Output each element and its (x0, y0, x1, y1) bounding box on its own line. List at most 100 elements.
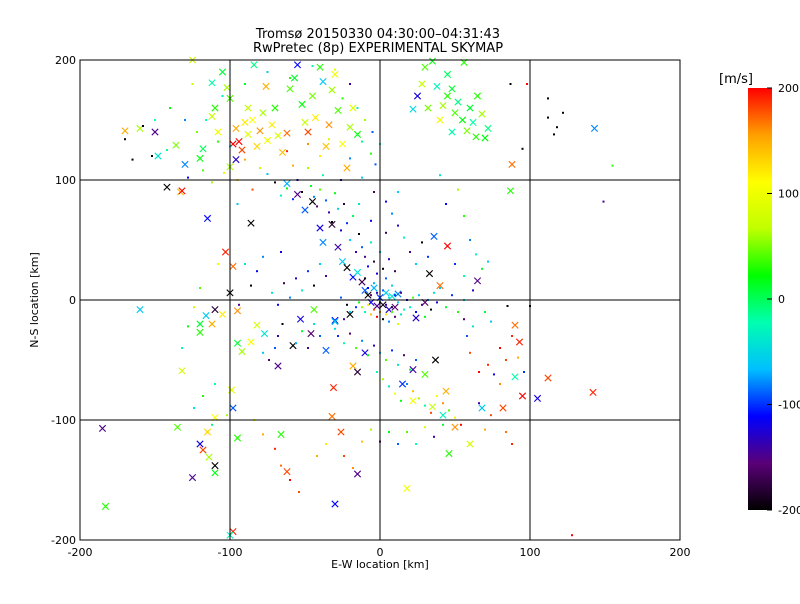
data-point-dot (505, 431, 507, 433)
data-point-cross (136, 306, 144, 314)
data-point-dot (436, 395, 438, 397)
data-point-dot (361, 306, 363, 309)
data-point-dot (307, 347, 309, 349)
data-point-cross (329, 384, 338, 392)
data-point-cross (409, 397, 417, 405)
data-point-cross (353, 268, 362, 276)
data-point-dot (439, 287, 441, 289)
data-point-dot (266, 173, 269, 175)
data-point-cross (283, 129, 291, 137)
data-point-cross (301, 118, 309, 126)
chart-title: Tromsø 20150330 04:30:00–04:31:43 (255, 27, 500, 42)
data-point-dot (202, 169, 204, 172)
data-point-dot (331, 221, 333, 223)
data-point-dot (274, 447, 276, 450)
data-point-dot (151, 155, 153, 157)
data-point-dot (202, 395, 204, 397)
data-point-cross (398, 380, 407, 388)
data-point-dot (403, 236, 405, 239)
data-point-cross (337, 428, 345, 436)
data-point-cross (211, 462, 219, 470)
data-point-cross (413, 92, 422, 100)
data-point-cross (511, 321, 519, 329)
data-point-dot (352, 467, 354, 469)
data-point-dot (214, 383, 216, 385)
data-point-cross (290, 74, 299, 82)
data-point-cross (293, 61, 302, 69)
data-point-cross (203, 428, 212, 436)
data-point-dot (388, 320, 390, 323)
data-point-dot (463, 318, 465, 321)
data-point-dot (244, 158, 246, 161)
data-point-cross (418, 80, 426, 88)
data-point-cross (445, 450, 453, 458)
data-point-cross (268, 121, 276, 129)
data-point-dot (412, 296, 414, 299)
data-point-cross (421, 370, 429, 378)
data-point-dot (322, 174, 324, 177)
data-point-cross (274, 132, 282, 140)
data-point-dot (373, 344, 375, 347)
data-point-cross (286, 85, 294, 93)
data-point-cross (544, 374, 552, 382)
data-point-dot (205, 119, 207, 121)
data-point-dot (415, 359, 417, 361)
data-point-dot (319, 263, 321, 265)
data-point-dot (311, 65, 314, 67)
x-tick-label: -100 (218, 546, 243, 559)
data-point-dot (221, 95, 224, 97)
data-point-cross (338, 258, 347, 266)
data-point-cross (307, 330, 315, 338)
data-point-dot (388, 258, 390, 261)
data-point-dot (451, 294, 453, 297)
data-point-dot (505, 359, 507, 361)
data-point-dot (367, 287, 369, 289)
data-point-dot (403, 354, 405, 357)
data-point-dot (394, 294, 396, 297)
data-point-dot (313, 284, 315, 287)
data-point-dot (358, 233, 360, 235)
y-tick-label: 100 (55, 174, 76, 187)
colorbar-unit-label: [m/s] (719, 72, 753, 87)
data-point-cross (331, 316, 339, 324)
data-point-cross (178, 367, 186, 375)
data-point-dot (187, 176, 189, 179)
data-point-dot (319, 335, 321, 337)
data-point-cross (391, 303, 399, 311)
data-point-dot (286, 187, 288, 190)
data-point-cross (421, 63, 429, 71)
data-point-dot (343, 455, 345, 457)
data-point-cross (121, 127, 129, 135)
data-point-dot (277, 335, 279, 337)
data-point-cross (316, 63, 324, 71)
data-point-cross (202, 312, 210, 320)
data-point-dot (325, 443, 327, 445)
data-point-cross (334, 106, 342, 114)
colorbar-ticks: -200 -100 0 100 200 (767, 82, 800, 517)
data-point-dot (400, 313, 402, 316)
data-point-dot (391, 284, 393, 287)
data-point-dot (382, 318, 384, 321)
x-axis-label: E-W location [km] (331, 558, 429, 571)
data-point-cross (238, 146, 246, 154)
data-point-dot (358, 301, 360, 304)
data-point-dot (385, 231, 387, 234)
data-point-dot (370, 294, 372, 297)
data-point-cross (331, 70, 339, 78)
data-point-cross (199, 446, 207, 454)
data-point-dot (244, 83, 246, 85)
data-point-dot (397, 323, 399, 325)
data-point-dot (463, 275, 465, 277)
data-point-dot (193, 407, 195, 409)
data-point-dot (427, 255, 429, 258)
data-point-dot (262, 255, 264, 258)
data-point-cross (235, 138, 243, 146)
data-point-dot (251, 188, 254, 191)
data-point-dot (490, 320, 492, 323)
data-point-dot (469, 351, 471, 354)
data-point-dot (415, 311, 417, 313)
data-point-dot (286, 150, 288, 153)
data-point-dot (340, 296, 342, 299)
data-point-dot (553, 133, 555, 136)
